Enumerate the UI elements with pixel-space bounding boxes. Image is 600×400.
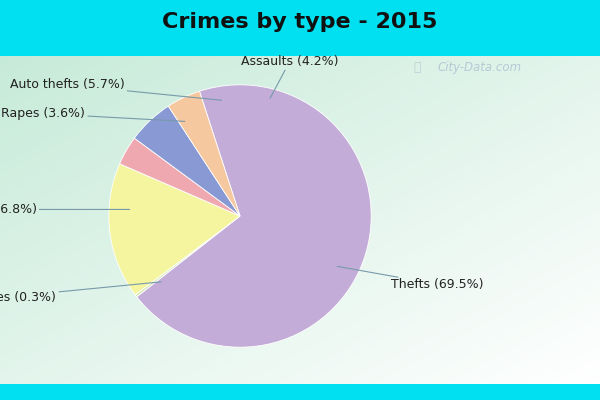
- Wedge shape: [134, 106, 240, 216]
- Text: City-Data.com: City-Data.com: [438, 62, 522, 74]
- Text: Assaults (4.2%): Assaults (4.2%): [241, 55, 338, 98]
- Text: Thefts (69.5%): Thefts (69.5%): [337, 266, 484, 291]
- Text: Burglaries (16.8%): Burglaries (16.8%): [0, 203, 130, 216]
- Wedge shape: [135, 216, 240, 297]
- Wedge shape: [119, 138, 240, 216]
- Wedge shape: [109, 164, 240, 295]
- Wedge shape: [169, 91, 240, 216]
- Text: Auto thefts (5.7%): Auto thefts (5.7%): [10, 78, 221, 100]
- Text: Crimes by type - 2015: Crimes by type - 2015: [163, 12, 437, 32]
- Wedge shape: [137, 85, 371, 347]
- Text: Rapes (3.6%): Rapes (3.6%): [1, 107, 185, 121]
- Text: Robberies (0.3%): Robberies (0.3%): [0, 282, 161, 304]
- Text: ⓘ: ⓘ: [413, 61, 421, 74]
